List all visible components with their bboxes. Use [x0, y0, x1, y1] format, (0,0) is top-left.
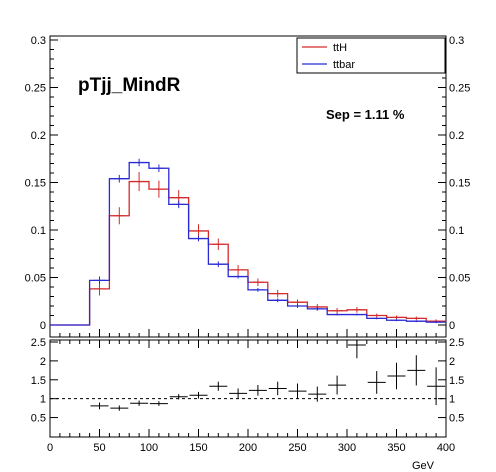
main-y-tick-label: 0 — [40, 320, 46, 332]
main-y-tick-label: 0.2 — [31, 130, 46, 142]
main-y-tick-label: 0.05 — [25, 273, 46, 285]
ratio-y-tick-label-right: 2 — [449, 356, 455, 368]
ratio-y-tick-label-right: 0.5 — [449, 413, 464, 425]
ratio-x-tick-label: 50 — [93, 442, 105, 454]
ratio-x-tick-label: 200 — [239, 442, 257, 454]
ratio-y-tick-label: 1 — [40, 394, 46, 406]
main-y-tick-label: 0.3 — [31, 35, 46, 47]
main-y-tick-label: 0.25 — [25, 83, 46, 95]
main-y-tick-label-right: 0.1 — [449, 225, 464, 237]
ratio-x-tick-label: 400 — [437, 442, 455, 454]
legend-label-ttbar: ttbar — [333, 59, 355, 71]
ratio-y-tick-label: 0.5 — [31, 413, 46, 425]
x-axis-label: GeV — [412, 460, 435, 472]
chart-title: pTjj_MindR — [78, 75, 181, 96]
main-plot-panel: 0 0 0.05 0.05 0.1 0.1 0.15 0.15 0.2 0.2 0.25 0.25 0.… — [25, 35, 471, 337]
legend-box — [297, 38, 445, 73]
main-y-tick-label: 0.1 — [31, 225, 46, 237]
ratio-y-tick-label: 1.5 — [31, 375, 46, 387]
ratio-x-tick-label: 300 — [338, 442, 356, 454]
ratio-y-tick-label-right: 1 — [449, 394, 455, 406]
main-y-tick-label-right: 0.25 — [449, 83, 470, 95]
ratio-x-tick-label: 250 — [288, 442, 306, 454]
ratio-x-tick-label: 0 — [47, 442, 53, 454]
ratio-plot-panel: 0.5 0.5 1 1 1.5 1.5 2 2 2.5 2.5 0 50 100 150 200 250 30… — [31, 337, 465, 472]
main-y-tick-label-right: 0.2 — [449, 130, 464, 142]
main-y-tick-label: 0.15 — [25, 178, 46, 190]
ratio-y-tick-label-right: 1.5 — [449, 375, 464, 387]
ratio-x-tick-label: 150 — [189, 442, 207, 454]
main-y-tick-label-right: 0.3 — [449, 35, 464, 47]
ratio-x-tick-label: 100 — [140, 442, 158, 454]
separation-annotation: Sep = 1.11 % — [326, 107, 405, 122]
ratio-y-tick-label: 2.5 — [31, 337, 46, 349]
main-y-tick-label-right: 0 — [449, 320, 455, 332]
ratio-y-tick-label: 2 — [40, 356, 46, 368]
ratio-x-tick-label: 350 — [387, 442, 405, 454]
ratio-y-tick-label-right: 2.5 — [449, 337, 464, 349]
ratio-plot-frame — [50, 340, 446, 437]
legend-label-tth: ttH — [333, 42, 347, 54]
legend: ttH ttbar — [297, 38, 445, 73]
main-y-tick-label-right: 0.05 — [449, 273, 470, 285]
main-y-tick-label-right: 0.15 — [449, 178, 470, 190]
